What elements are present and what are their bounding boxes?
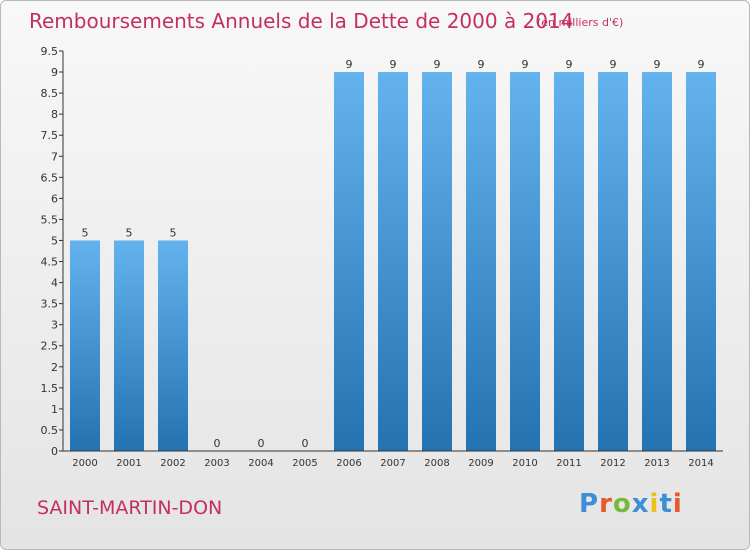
bar-2013 bbox=[642, 72, 672, 451]
bar-2001 bbox=[114, 240, 144, 451]
bar-2002 bbox=[158, 240, 188, 451]
data-label-2002: 5 bbox=[170, 226, 177, 239]
logo-letter: o bbox=[612, 489, 632, 519]
data-label-2008: 9 bbox=[434, 58, 441, 71]
data-label-2003: 0 bbox=[214, 437, 221, 450]
x-tick-label-2013: 2013 bbox=[644, 458, 669, 469]
y-tick-label-9: 9 bbox=[51, 66, 58, 79]
y-tick-label-8.5: 8.5 bbox=[41, 87, 59, 100]
bar-2007 bbox=[378, 72, 408, 451]
data-label-2012: 9 bbox=[610, 58, 617, 71]
x-tick-label-2002: 2002 bbox=[160, 458, 185, 469]
data-label-2000: 5 bbox=[82, 226, 89, 239]
logo-letter: i bbox=[649, 489, 660, 519]
x-tick-label-2008: 2008 bbox=[424, 458, 449, 469]
data-label-2005: 0 bbox=[302, 437, 309, 450]
y-tick-label-9.5: 9.5 bbox=[41, 45, 59, 58]
y-tick-label-0.5: 0.5 bbox=[41, 424, 59, 437]
x-tick-label-2009: 2009 bbox=[468, 458, 493, 469]
bar-2011 bbox=[554, 72, 584, 451]
x-tick-label-2014: 2014 bbox=[688, 458, 713, 469]
logo-letter: r bbox=[599, 489, 613, 519]
data-label-2004: 0 bbox=[258, 437, 265, 450]
x-tick-label-2011: 2011 bbox=[556, 458, 581, 469]
x-tick-label-2006: 2006 bbox=[336, 458, 361, 469]
x-tick-label-2005: 2005 bbox=[292, 458, 317, 469]
logo-letter: i bbox=[672, 489, 683, 519]
y-tick-label-4: 4 bbox=[51, 277, 58, 290]
y-tick-label-4.5: 4.5 bbox=[41, 256, 59, 269]
logo-letter: x bbox=[631, 489, 650, 519]
y-tick-label-3: 3 bbox=[51, 319, 58, 332]
chart-title: Remboursements Annuels de la Dette de 20… bbox=[29, 9, 574, 33]
data-label-2009: 9 bbox=[478, 58, 485, 71]
x-tick-label-2003: 2003 bbox=[204, 458, 229, 469]
y-tick-label-2: 2 bbox=[51, 361, 58, 374]
data-label-2011: 9 bbox=[566, 58, 573, 71]
x-tick-label-2004: 2004 bbox=[248, 458, 273, 469]
proxiti-logo: Proxiti bbox=[579, 489, 683, 519]
y-tick-label-5.5: 5.5 bbox=[41, 213, 59, 226]
data-label-2014: 9 bbox=[698, 58, 705, 71]
y-tick-label-6.5: 6.5 bbox=[41, 171, 59, 184]
bar-2014 bbox=[686, 72, 716, 451]
chart-subtitle: (en milliers d'€) bbox=[537, 16, 624, 29]
y-tick-label-1.5: 1.5 bbox=[41, 382, 59, 395]
x-tick-label-2012: 2012 bbox=[600, 458, 625, 469]
x-tick-label-2000: 2000 bbox=[72, 458, 97, 469]
data-label-2001: 5 bbox=[126, 226, 133, 239]
commune-name: SAINT-MARTIN-DON bbox=[37, 497, 223, 519]
bar-2000 bbox=[70, 240, 100, 451]
y-tick-label-0: 0 bbox=[51, 445, 58, 458]
bar-2010 bbox=[510, 72, 540, 451]
y-tick-label-2.5: 2.5 bbox=[41, 340, 59, 353]
bar-2009 bbox=[466, 72, 496, 451]
data-label-2007: 9 bbox=[390, 58, 397, 71]
y-tick-label-7.5: 7.5 bbox=[41, 129, 59, 142]
logo-letter: t bbox=[659, 489, 673, 519]
data-label-2013: 9 bbox=[654, 58, 661, 71]
y-tick-label-8: 8 bbox=[51, 108, 58, 121]
data-label-2006: 9 bbox=[346, 58, 353, 71]
bar-2012 bbox=[598, 72, 628, 451]
data-label-2010: 9 bbox=[522, 58, 529, 71]
x-tick-label-2001: 2001 bbox=[116, 458, 141, 469]
y-tick-label-6: 6 bbox=[51, 192, 58, 205]
x-tick-label-2007: 2007 bbox=[380, 458, 405, 469]
y-tick-label-7: 7 bbox=[51, 150, 58, 163]
bar-2006 bbox=[334, 72, 364, 451]
y-tick-label-3.5: 3.5 bbox=[41, 298, 59, 311]
logo-letter: P bbox=[579, 489, 600, 519]
y-tick-label-1: 1 bbox=[51, 403, 58, 416]
x-tick-label-2010: 2010 bbox=[512, 458, 537, 469]
y-tick-label-5: 5 bbox=[51, 234, 58, 247]
bar-2008 bbox=[422, 72, 452, 451]
